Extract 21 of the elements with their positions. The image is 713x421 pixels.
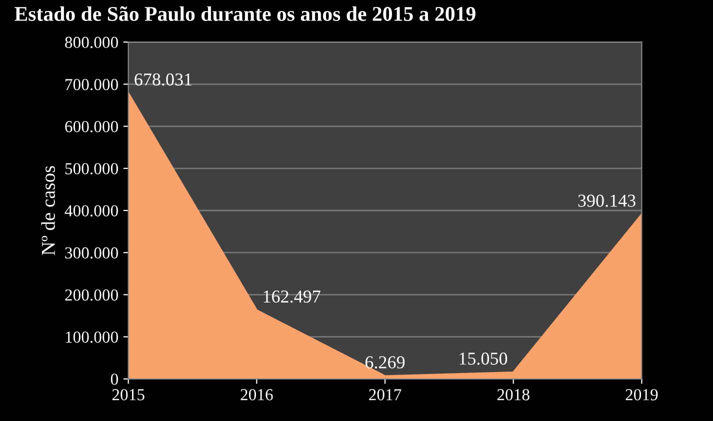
y-tick-label: 800.000: [65, 36, 118, 48]
data-label: 678.031: [134, 73, 192, 86]
y-tick-label: 200.000: [65, 289, 118, 301]
data-label: 390.143: [578, 194, 636, 207]
y-tick-label: 500.000: [65, 163, 118, 174]
y-tick-label: 700.000: [66, 78, 118, 90]
x-tick-label: 2017: [369, 389, 402, 400]
y-tick-label: 400.000: [64, 205, 118, 217]
data-label: 6.269: [365, 356, 405, 369]
y-axis-title: Nº de casos: [41, 166, 55, 256]
x-tick-label: 2019: [626, 389, 658, 400]
x-tick-label: 2018: [497, 389, 530, 400]
y-tick-label: 600.000: [65, 121, 118, 132]
y-tick-label: 300.000: [65, 247, 118, 259]
y-tick-label: 100.000: [66, 332, 118, 343]
data-label: 15.050: [460, 352, 508, 365]
chart-title: Estado de São Paulo durante os anos de 2015 a 2019: [14, 6, 476, 22]
x-tick-label: 2016: [240, 389, 273, 400]
x-tick-label: 2015: [112, 389, 144, 400]
data-label: 162.497: [264, 290, 320, 303]
y-tick-label: 0: [110, 374, 118, 385]
